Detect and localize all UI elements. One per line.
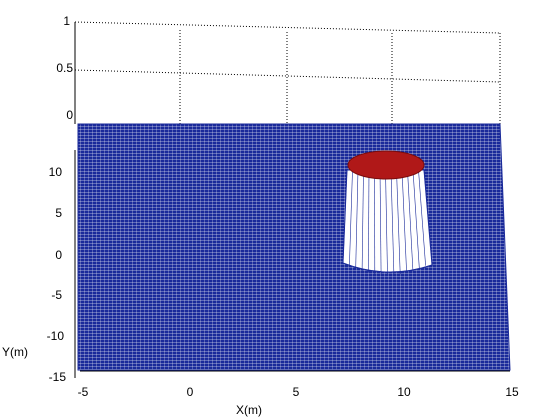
cylinder-stripe xyxy=(407,169,414,271)
y-tick-label: -10 xyxy=(47,329,65,343)
z-tick-label: 0.5 xyxy=(56,61,73,75)
x-tick-label: 15 xyxy=(505,385,519,399)
x-tick-label: 5 xyxy=(293,385,300,399)
cylinder-stripe xyxy=(379,169,382,275)
y-tick-label: 10 xyxy=(49,165,63,179)
cylinder-stripe xyxy=(355,169,359,269)
x-tick-label: 0 xyxy=(187,385,194,399)
cylinder-stripe xyxy=(385,169,388,276)
x-axis-label: X(m) xyxy=(236,403,262,417)
back-panel xyxy=(74,21,501,124)
cylinder-stripe xyxy=(396,169,401,274)
grid-line-top xyxy=(74,21,501,34)
cylinder-stripe xyxy=(342,169,348,264)
cylinder-stripe xyxy=(401,169,407,273)
y-tick-label: 0 xyxy=(55,248,62,262)
cylinder-bump xyxy=(342,150,433,276)
grid-line-mid xyxy=(74,69,501,83)
surface-base xyxy=(77,123,511,371)
y-tick-label: 5 xyxy=(55,206,62,220)
y-axis-label: Y(m) xyxy=(2,345,28,359)
z-tick-label: 1 xyxy=(63,14,70,28)
cylinder-side xyxy=(342,169,433,273)
cylinder-stripe xyxy=(390,169,395,275)
cylinder-side-stripes xyxy=(342,169,433,276)
cylinder-stripe xyxy=(418,169,426,266)
cylinder-stripe xyxy=(368,169,370,273)
z-tick-label: 0 xyxy=(66,108,73,122)
y-tick-label: -15 xyxy=(49,370,67,384)
x-tick-label: 10 xyxy=(397,385,411,399)
cylinder-stripe xyxy=(412,169,420,269)
y-tick-label: -5 xyxy=(51,288,62,302)
cylinder-stripe xyxy=(349,169,353,266)
cylinder-stripe xyxy=(423,169,433,264)
cylinder-top xyxy=(347,150,425,180)
x-tick-label: -5 xyxy=(78,385,89,399)
cylinder-stripe xyxy=(361,169,364,271)
